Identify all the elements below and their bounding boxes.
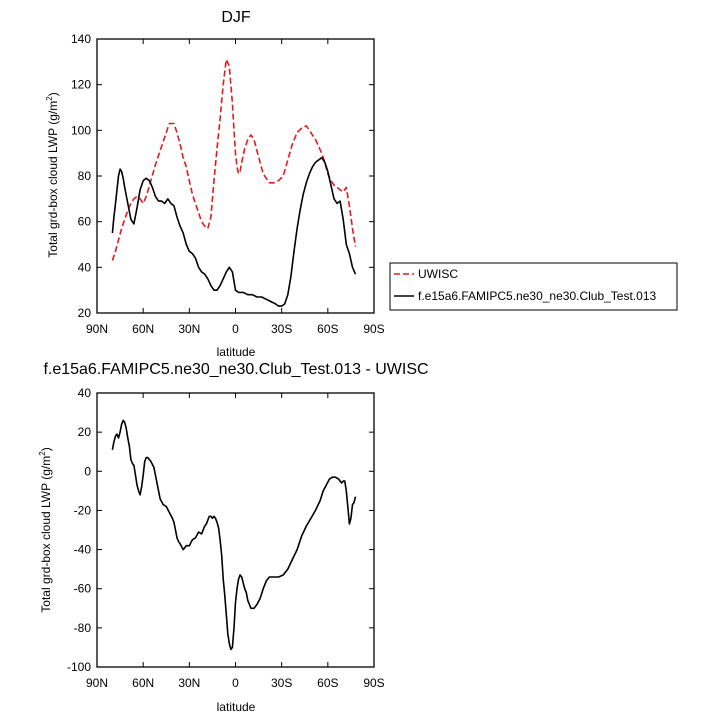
bottom-y-tick-label: 20: [78, 425, 92, 439]
legend: UWISC f.e15a6.FAMIPC5.ne30_ne30.Club_Tes…: [389, 262, 678, 311]
bottom-y-tick-label: -20: [74, 503, 92, 517]
bottom-chart-title: f.e15a6.FAMIPC5.ne30_ne30.Club_Test.013 …: [43, 361, 428, 378]
top-x-tick-label: 60N: [132, 322, 154, 336]
top-x-tick-label: 30N: [178, 322, 200, 336]
bottom-x-tick-label: 60N: [132, 676, 154, 690]
bottom-y-tick-label: -80: [74, 621, 92, 635]
bottom-y-label-main: Total grd-box cloud LWP (g/m: [39, 456, 53, 613]
top-series-model-line: [111, 156, 357, 307]
top-y-tick-label: 60: [78, 215, 92, 229]
top-y-tick-label: 100: [71, 123, 91, 137]
bottom-y-tick-label: 40: [78, 386, 92, 400]
bottom-x-tick-label: 30N: [178, 676, 200, 690]
top-y-tick-label: 80: [78, 169, 92, 183]
bottom-y-tick-label: 0: [84, 464, 91, 478]
legend-frame: [389, 262, 678, 311]
top-x-tick-label: 90S: [363, 322, 384, 336]
top-y-tick-label: 40: [78, 260, 92, 274]
legend-uwisc-label: UWISC: [418, 267, 458, 281]
bottom-x-tick-label: 30S: [271, 676, 292, 690]
top-y-label-sup: 2: [45, 96, 54, 101]
bottom-x-tick-label: 90N: [86, 676, 108, 690]
legend-model-label: f.e15a6.FAMIPC5.ne30_ne30.Club_Test.013: [418, 289, 656, 303]
top-x-axis-label: latitude: [217, 345, 256, 359]
top-plot-frame: [96, 38, 375, 314]
bottom-x-axis-label: latitude: [217, 700, 256, 714]
bottom-y-tick-label: -60: [74, 582, 92, 596]
top-y-tick-label: 140: [71, 32, 91, 46]
top-series-uwisc-line: [111, 58, 357, 261]
bottom-y-axis-label: Total grd-box cloud LWP (g/m2): [38, 447, 53, 612]
top-x-tick-label: 90N: [86, 322, 108, 336]
bottom-series-group: [111, 419, 357, 651]
top-series-group: [111, 58, 357, 307]
bottom-y-tick-label: -40: [74, 543, 92, 557]
bottom-x-tick-label: 0: [232, 676, 239, 690]
top-x-tick-label: 0: [232, 322, 239, 336]
bottom-y-label-tail: ): [39, 447, 53, 451]
bottom-x-tick-label: 90S: [363, 676, 384, 690]
bottom-y-label-sup: 2: [38, 451, 47, 456]
top-y-tick-label: 120: [71, 78, 91, 92]
bottom-ticks: 90N 60N 30N 0 30S 60S 90S -100 -80 -60 -40 -20 0 20 40: [67, 386, 385, 690]
bottom-plot-frame: [96, 392, 375, 668]
top-y-label-tail: ): [46, 92, 60, 96]
top-chart-title: DJF: [221, 9, 251, 26]
top-y-label-main: Total grd-box cloud LWP (g/m: [46, 101, 60, 258]
top-y-axis-label: Total grd-box cloud LWP (g/m2): [45, 92, 60, 257]
bottom-x-tick-label: 60S: [317, 676, 338, 690]
top-x-tick-label: 60S: [317, 322, 338, 336]
top-panel: DJF Total grd-box cloud LWP (g/m2) latit…: [45, 9, 385, 359]
bottom-y-tick-label: -100: [67, 660, 91, 674]
top-y-tick-label: 20: [78, 306, 92, 320]
top-x-tick-label: 30S: [271, 322, 292, 336]
bottom-panel: f.e15a6.FAMIPC5.ne30_ne30.Club_Test.013 …: [38, 361, 429, 714]
bottom-series-difference-line: [111, 419, 357, 651]
